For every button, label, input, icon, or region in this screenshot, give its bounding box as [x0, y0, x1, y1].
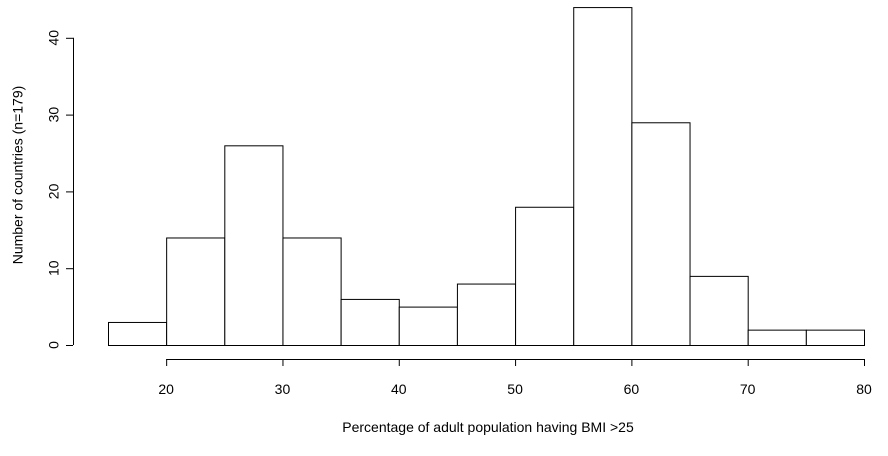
y-axis: 0 10 20 30 40 — [46, 30, 74, 349]
y-axis-label: Number of countries (n=179) — [10, 86, 26, 265]
histogram-bar-40-45 — [398, 306, 458, 347]
histogram-bar-30-35 — [282, 237, 342, 346]
y-tick-label-30: 30 — [46, 107, 62, 123]
histogram-bar-25-30 — [224, 145, 284, 346]
x-tick-label-60: 60 — [624, 381, 640, 397]
x-axis-label: Percentage of adult population having BM… — [342, 419, 634, 435]
x-tick-label-30: 30 — [275, 381, 291, 397]
x-tick-label-80: 80 — [856, 381, 872, 397]
x-tick-label-40: 40 — [391, 381, 407, 397]
histogram-bar-65-70 — [689, 275, 749, 347]
histogram-bar-55-60 — [573, 7, 633, 347]
x-tick-label-70: 70 — [740, 381, 756, 397]
y-tick-label-20: 20 — [46, 183, 62, 199]
y-tick-label-0: 0 — [46, 341, 62, 349]
bars-group — [108, 7, 865, 347]
x-tick-label-20: 20 — [158, 381, 174, 397]
histogram-bar-60-65 — [631, 122, 691, 346]
histogram-bar-45-50 — [456, 283, 517, 346]
histogram-bar-50-55 — [515, 206, 575, 346]
x-axis: 20 30 40 50 60 70 80 — [158, 359, 872, 397]
histogram-bar-15-20 — [108, 321, 168, 346]
histogram-bar-35-40 — [340, 298, 400, 347]
y-tick-label-10: 10 — [46, 260, 62, 276]
x-tick-label-50: 50 — [507, 381, 523, 397]
histogram-bar-75-80 — [805, 329, 865, 347]
histogram-bar-70-75 — [747, 329, 807, 347]
y-tick-label-40: 40 — [46, 30, 62, 46]
histogram-bar-20-25 — [166, 237, 226, 346]
